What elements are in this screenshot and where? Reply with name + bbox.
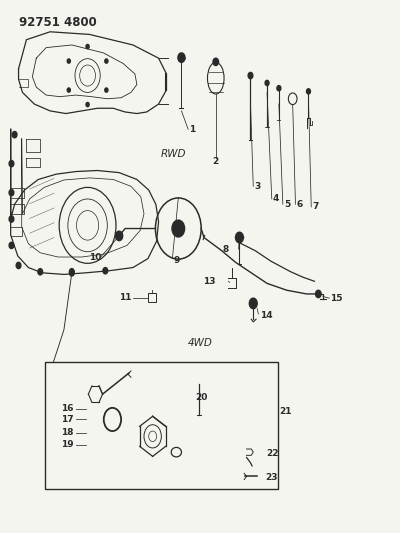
Text: 9: 9 — [174, 256, 180, 265]
Text: 22: 22 — [266, 449, 279, 458]
Circle shape — [67, 88, 70, 92]
Circle shape — [244, 449, 249, 455]
Text: 11: 11 — [119, 293, 132, 302]
Circle shape — [213, 58, 218, 66]
Text: 7: 7 — [312, 203, 318, 212]
Circle shape — [105, 59, 108, 63]
Circle shape — [196, 380, 202, 387]
Bar — [45, 362, 278, 489]
Text: 23: 23 — [265, 473, 278, 482]
Circle shape — [38, 269, 43, 275]
Bar — [148, 293, 156, 302]
Circle shape — [9, 190, 14, 196]
Circle shape — [70, 270, 74, 276]
Text: 5: 5 — [284, 200, 290, 209]
Circle shape — [16, 262, 21, 269]
Text: 3: 3 — [254, 182, 261, 191]
Circle shape — [9, 160, 14, 167]
Text: 8: 8 — [222, 245, 228, 254]
Circle shape — [249, 298, 257, 309]
Text: 19: 19 — [61, 440, 74, 449]
Text: 92751 4800: 92751 4800 — [18, 16, 96, 29]
Text: 4: 4 — [273, 195, 279, 204]
Circle shape — [265, 80, 269, 86]
Circle shape — [277, 86, 281, 91]
Text: 1: 1 — [189, 125, 196, 134]
Circle shape — [86, 44, 89, 49]
Text: RWD: RWD — [160, 149, 186, 159]
Text: 6: 6 — [296, 200, 302, 209]
Text: 13: 13 — [203, 277, 216, 286]
Circle shape — [86, 102, 89, 107]
Circle shape — [12, 132, 17, 138]
Text: 14: 14 — [260, 311, 272, 319]
Text: 20: 20 — [195, 393, 208, 402]
Text: 15: 15 — [330, 294, 343, 303]
Text: 16: 16 — [61, 405, 74, 414]
Text: 4WD: 4WD — [188, 338, 213, 348]
Text: 18: 18 — [61, 428, 74, 437]
Circle shape — [248, 72, 253, 79]
Circle shape — [105, 88, 108, 92]
Circle shape — [116, 231, 123, 241]
Text: 10: 10 — [89, 253, 101, 262]
Circle shape — [306, 89, 310, 94]
Circle shape — [67, 59, 70, 63]
Circle shape — [9, 242, 14, 248]
Circle shape — [178, 53, 185, 62]
Circle shape — [70, 269, 74, 275]
Text: 2: 2 — [212, 157, 218, 166]
Circle shape — [9, 216, 14, 222]
Text: 17: 17 — [61, 415, 74, 424]
Circle shape — [316, 290, 321, 297]
Circle shape — [172, 220, 185, 237]
Circle shape — [236, 232, 243, 243]
Circle shape — [242, 473, 248, 480]
Circle shape — [103, 268, 108, 274]
Text: 21: 21 — [279, 407, 291, 416]
